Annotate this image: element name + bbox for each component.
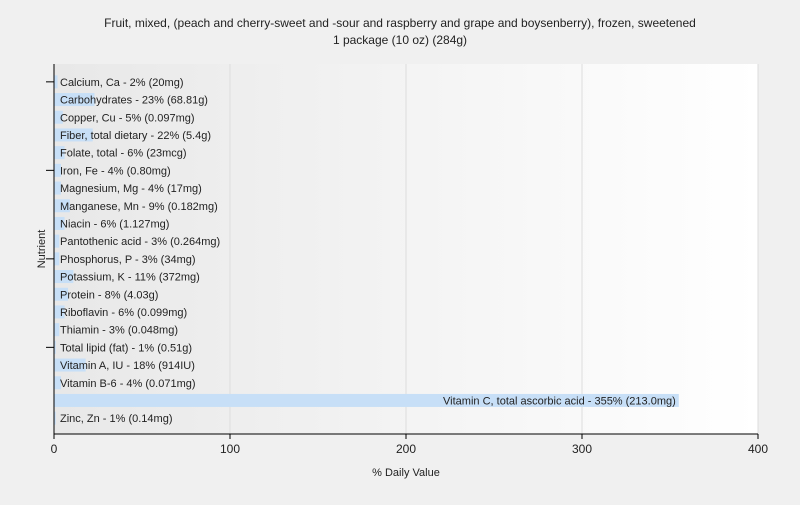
bar [54,358,86,372]
bar-data-label: Folate, total - 6% (23mcg) [60,148,187,160]
bar-data-label: Iron, Fe - 4% (0.80mg) [60,165,171,177]
bar-data-label: Fiber, total dietary - 22% (5.4g) [60,130,211,142]
bar-data-label: Niacin - 6% (1.127mg) [60,218,169,230]
chart-title: Fruit, mixed, (peach and cherry-sweet an… [104,16,696,30]
gridlines [229,64,759,434]
bars-group [54,75,679,425]
x-tick-label: 100 [220,442,240,456]
bar [54,340,56,354]
bar-data-label: Vitamin B-6 - 4% (0.071mg) [60,378,196,390]
bar-data-label: Calcium, Ca - 2% (20mg) [60,77,183,89]
bar [54,216,65,230]
x-tick-label: 400 [748,442,768,456]
bar [54,305,65,319]
bar-labels-group: Calcium, Ca - 2% (20mg) Carbohydrates - 2… [60,77,676,425]
x-tick-label: 300 [572,442,592,456]
y-axis-label: Nutrient [36,230,48,269]
bar [54,411,56,425]
x-tick-label: 0 [51,442,58,456]
bar [54,163,62,177]
bar [54,234,60,248]
x-axis-label: % Daily Value [372,467,440,479]
bar-data-label: Copper, Cu - 5% (0.097mg) [60,112,195,124]
x-tick-label: 200 [396,442,416,456]
bar [54,252,60,266]
bar [54,393,679,407]
bar [54,146,65,160]
bar-data-label: Zinc, Zn - 1% (0.14mg) [60,413,172,425]
bar-data-label: Thiamin - 3% (0.048mg) [60,325,178,337]
bar-data-label: Carbohydrates - 23% (68.81g) [60,95,208,107]
bar [54,323,60,337]
bar [54,270,74,284]
bar-data-label: Magnesium, Mg - 4% (17mg) [60,183,202,195]
bar [54,75,58,89]
chart-subtitle: 1 package (10 oz) (284g) [333,33,467,47]
bar-data-label: Phosphorus, P - 3% (34mg) [60,254,196,266]
bar-data-label: Vitamin A, IU - 18% (914IU) [60,360,195,372]
bar [54,376,62,390]
bar-data-label: Pantothenic acid - 3% (0.264mg) [60,236,220,248]
bar-data-label: Protein - 8% (4.03g) [60,289,158,301]
bar [54,181,62,195]
bar-data-label: Vitamin C, total ascorbic acid - 355% (2… [443,395,676,407]
bar [54,128,93,142]
bar [54,199,70,213]
axes-group: 0 100 200 300 400 [46,64,768,456]
bar-data-label: Manganese, Mn - 9% (0.182mg) [60,201,218,213]
bar-data-label: Riboflavin - 6% (0.099mg) [60,307,187,319]
bar-data-label: Total lipid (fat) - 1% (0.51g) [60,342,192,354]
bar-data-label: Potassium, K - 11% (372mg) [60,272,200,284]
bar [54,93,95,107]
bar [54,287,69,301]
bar [54,110,63,124]
